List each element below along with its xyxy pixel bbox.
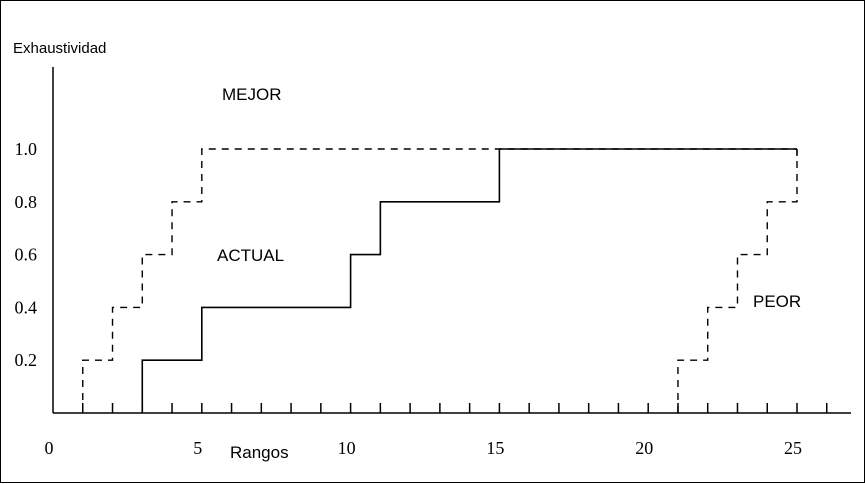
x-tick-label: 0	[45, 438, 54, 458]
axes	[52, 67, 851, 414]
y-tick-label: 0.4	[15, 297, 38, 317]
y-tick-label: 0.2	[15, 350, 38, 370]
series-line-peor	[677, 149, 798, 413]
series-label-mejor: MEJOR	[222, 85, 282, 104]
y-axis-label: Exhaustividad	[13, 40, 106, 57]
y-tick-label: 1.0	[15, 139, 38, 159]
x-tick-label: 15	[486, 438, 504, 458]
x-tick-label: 20	[635, 438, 653, 458]
x-tick-label: 25	[784, 438, 802, 458]
x-tick-label: 10	[338, 438, 356, 458]
series-layer	[82, 148, 798, 413]
y-tick-label: 0.8	[15, 192, 38, 212]
ticks	[82, 403, 828, 413]
series-labels: MEJOR ACTUAL PEOR	[217, 85, 801, 311]
series-label-actual: ACTUAL	[217, 246, 284, 265]
series-line-mejor	[82, 148, 798, 413]
tick-labels: 0 5 10 15 20 25 0.2 0.4 0.6 0.8 1.0	[15, 139, 803, 458]
y-tick-label: 0.6	[15, 245, 38, 265]
x-axis-label: Rangos	[230, 443, 289, 462]
x-tick-label: 5	[193, 438, 202, 458]
series-label-peor: PEOR	[753, 292, 801, 311]
series-line-actual	[141, 148, 797, 413]
